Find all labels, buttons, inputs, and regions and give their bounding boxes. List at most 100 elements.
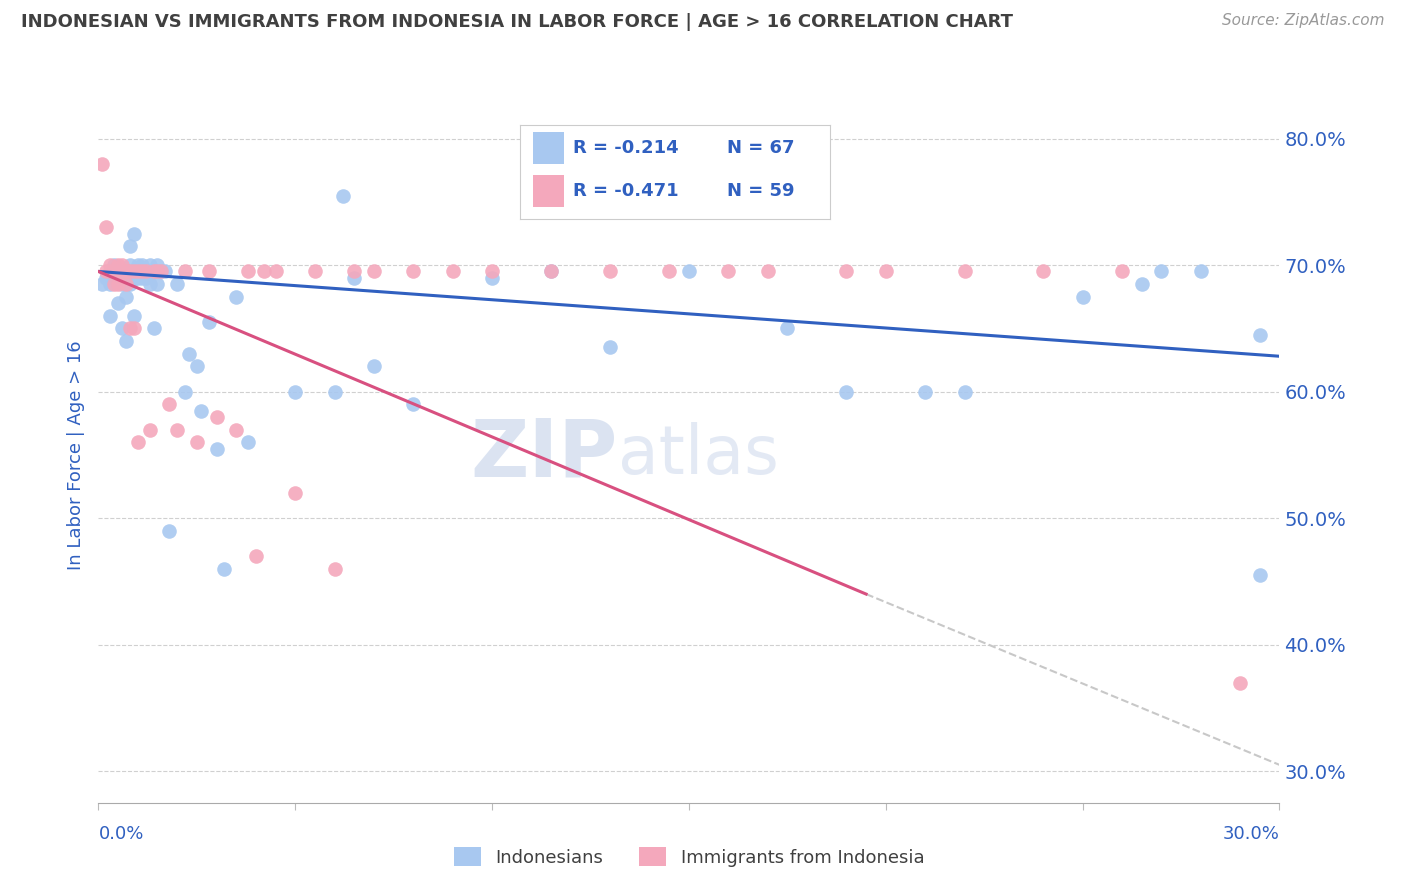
Text: ZIP: ZIP bbox=[471, 416, 619, 494]
Point bbox=[225, 290, 247, 304]
Point bbox=[142, 264, 165, 278]
Point bbox=[98, 309, 121, 323]
Point bbox=[363, 359, 385, 374]
Point bbox=[205, 442, 228, 456]
Point bbox=[118, 321, 141, 335]
Point bbox=[122, 227, 145, 241]
Point bbox=[166, 423, 188, 437]
Point bbox=[1111, 264, 1133, 278]
Point bbox=[107, 258, 129, 272]
Point bbox=[1189, 264, 1212, 278]
Point bbox=[284, 384, 307, 399]
Point bbox=[142, 264, 165, 278]
Point bbox=[441, 264, 464, 278]
Point bbox=[150, 264, 173, 278]
Point bbox=[138, 277, 160, 292]
Point bbox=[197, 315, 219, 329]
Text: N = 67: N = 67 bbox=[727, 139, 794, 157]
Point bbox=[131, 258, 153, 272]
Point bbox=[835, 264, 858, 278]
Point bbox=[98, 264, 121, 278]
Point bbox=[96, 264, 118, 278]
Point bbox=[103, 264, 125, 278]
Point bbox=[115, 264, 138, 278]
Point bbox=[599, 264, 621, 278]
Bar bbox=[533, 176, 564, 207]
Point bbox=[111, 258, 134, 272]
Point bbox=[1032, 264, 1054, 278]
Point bbox=[107, 264, 129, 278]
Point bbox=[177, 347, 200, 361]
Point bbox=[135, 264, 157, 278]
Point bbox=[122, 270, 145, 285]
Point bbox=[323, 562, 346, 576]
Y-axis label: In Labor Force | Age > 16: In Labor Force | Age > 16 bbox=[67, 340, 86, 570]
Point bbox=[122, 309, 145, 323]
Point bbox=[363, 264, 385, 278]
Point bbox=[186, 359, 208, 374]
Point bbox=[236, 264, 259, 278]
Point bbox=[304, 264, 326, 278]
Point bbox=[402, 264, 425, 278]
Point bbox=[875, 264, 897, 278]
Point bbox=[402, 397, 425, 411]
Point bbox=[107, 296, 129, 310]
Point bbox=[343, 264, 366, 278]
Point bbox=[146, 264, 169, 278]
Point bbox=[115, 264, 138, 278]
Point bbox=[131, 270, 153, 285]
Point bbox=[127, 264, 149, 278]
Text: Source: ZipAtlas.com: Source: ZipAtlas.com bbox=[1222, 13, 1385, 29]
Point bbox=[115, 334, 138, 348]
Point bbox=[155, 264, 177, 278]
Point bbox=[284, 486, 307, 500]
Point bbox=[118, 277, 141, 292]
Point bbox=[174, 384, 197, 399]
Point bbox=[236, 435, 259, 450]
Point bbox=[190, 403, 212, 417]
Point bbox=[115, 264, 138, 278]
Point bbox=[658, 264, 681, 278]
Point bbox=[127, 258, 149, 272]
Point bbox=[111, 321, 134, 335]
Point bbox=[138, 258, 160, 272]
Point bbox=[118, 264, 141, 278]
Point bbox=[96, 270, 118, 285]
Point bbox=[599, 340, 621, 354]
Point bbox=[953, 384, 976, 399]
Point bbox=[717, 264, 740, 278]
Point bbox=[540, 264, 562, 278]
Point bbox=[1150, 264, 1173, 278]
Point bbox=[150, 264, 173, 278]
Point bbox=[343, 270, 366, 285]
Point bbox=[142, 321, 165, 335]
Point bbox=[225, 423, 247, 437]
Point bbox=[157, 524, 180, 538]
Point bbox=[1249, 327, 1271, 342]
Point bbox=[678, 264, 700, 278]
Point bbox=[157, 397, 180, 411]
Text: 0.0%: 0.0% bbox=[98, 825, 143, 843]
Point bbox=[1229, 675, 1251, 690]
Point bbox=[111, 277, 134, 292]
Point bbox=[245, 549, 267, 563]
Point bbox=[914, 384, 936, 399]
Point bbox=[91, 277, 114, 292]
Point bbox=[115, 277, 138, 292]
Text: atlas: atlas bbox=[619, 422, 779, 488]
Point bbox=[98, 258, 121, 272]
Point bbox=[118, 258, 141, 272]
Point bbox=[776, 321, 799, 335]
Text: R = -0.471: R = -0.471 bbox=[572, 182, 679, 201]
Point bbox=[481, 270, 503, 285]
Point bbox=[127, 264, 149, 278]
Point bbox=[332, 188, 354, 202]
Point bbox=[166, 277, 188, 292]
Point bbox=[103, 264, 125, 278]
Point bbox=[205, 409, 228, 424]
Text: N = 59: N = 59 bbox=[727, 182, 794, 201]
Point bbox=[111, 264, 134, 278]
Point bbox=[91, 157, 114, 171]
Point bbox=[98, 277, 121, 292]
Text: 30.0%: 30.0% bbox=[1223, 825, 1279, 843]
